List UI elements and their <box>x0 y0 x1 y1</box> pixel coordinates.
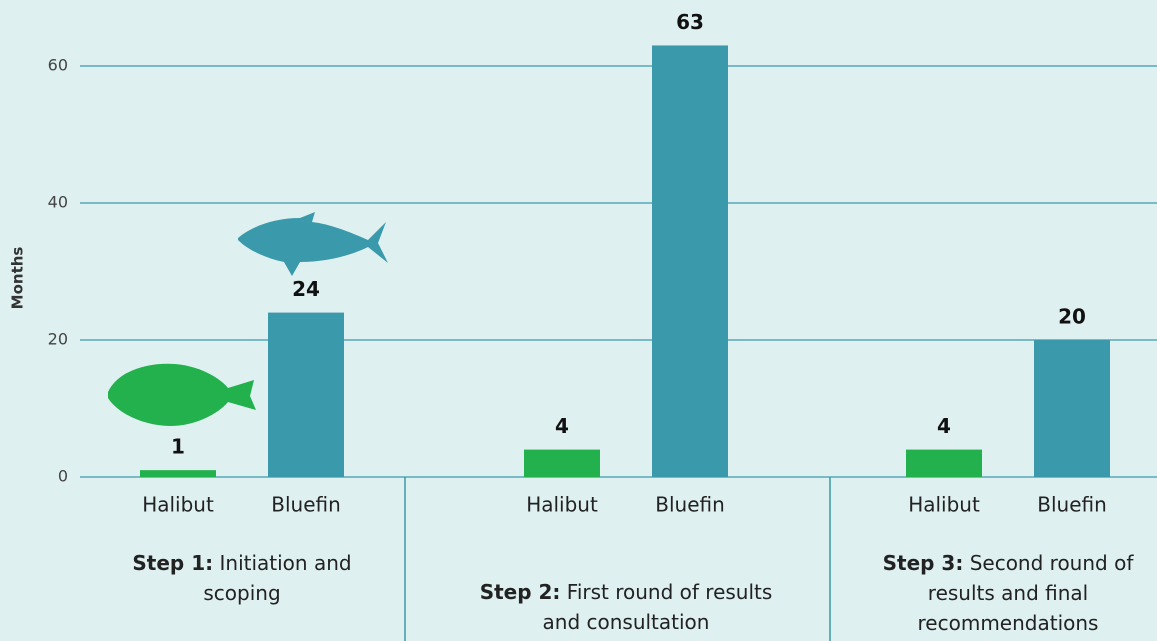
value-label: 63 <box>676 10 704 34</box>
bar <box>140 470 216 477</box>
bar <box>268 312 344 477</box>
group-description: Initiation and scoping <box>203 551 352 605</box>
series-label: Bluefin <box>271 493 341 517</box>
value-label: 4 <box>937 414 951 438</box>
series-label: Halibut <box>526 493 598 517</box>
series-label: Halibut <box>908 493 980 517</box>
value-label: 20 <box>1058 305 1086 329</box>
group-description: First round of results and consultation <box>542 580 773 634</box>
bar <box>1034 340 1110 477</box>
bluefin-icon <box>238 212 388 276</box>
bar <box>652 45 728 477</box>
group-step: Step 1: <box>132 551 214 575</box>
series-label: Bluefin <box>655 493 725 517</box>
group-label: Step 2: First round of results and consu… <box>466 577 786 637</box>
series-label: Bluefin <box>1037 493 1107 517</box>
y-tick-label: 60 <box>48 56 68 75</box>
bar <box>524 449 600 477</box>
group-label: Step 1: Initiation and scoping <box>132 548 352 608</box>
value-label: 24 <box>292 277 320 301</box>
series-label: Halibut <box>142 493 214 517</box>
group-step: Step 3: <box>882 551 964 575</box>
bar <box>906 449 982 477</box>
group-step: Step 2: <box>479 580 561 604</box>
y-tick-label: 20 <box>48 330 68 349</box>
y-tick-label: 0 <box>58 467 68 486</box>
value-label: 1 <box>171 435 185 459</box>
value-label: 4 <box>555 414 569 438</box>
y-axis-label: Months <box>9 247 27 310</box>
y-tick-label: 40 <box>48 193 68 212</box>
group-label: Step 3: Second round of results and fina… <box>863 548 1153 638</box>
group-description: Second round of results and final recomm… <box>917 551 1134 635</box>
halibut-icon <box>108 363 256 426</box>
